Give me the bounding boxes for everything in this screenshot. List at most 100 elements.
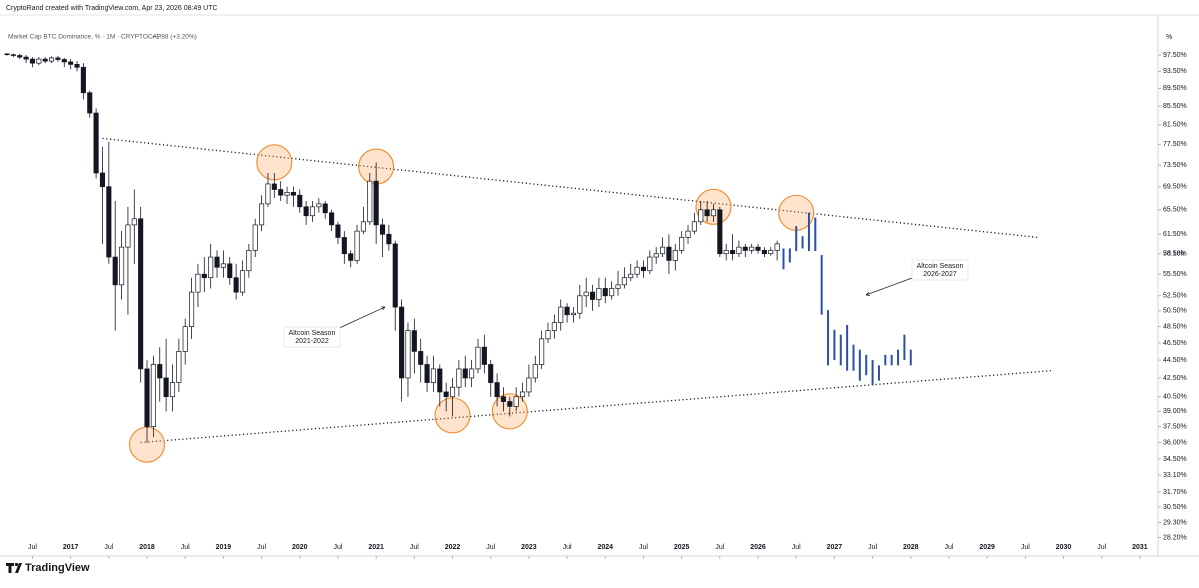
candle-body xyxy=(660,246,666,255)
tradingview-logo xyxy=(6,562,22,573)
candle-body xyxy=(176,351,182,383)
candle-body xyxy=(698,209,704,223)
x-tick-label: Jul xyxy=(181,544,190,551)
y-tick-label: 40.50% xyxy=(1163,394,1187,401)
candle-body xyxy=(36,58,42,64)
y-tick-label: 55.50% xyxy=(1163,271,1187,278)
annotation-text: 2026-2027 xyxy=(923,271,957,278)
candle-body xyxy=(443,391,449,398)
y-tick-label: 48.50% xyxy=(1163,323,1187,330)
candle-body xyxy=(106,186,112,258)
candle-body xyxy=(532,364,538,379)
candle-body xyxy=(29,58,36,64)
y-tick-label: 37.50% xyxy=(1163,423,1187,430)
candle-body xyxy=(157,364,163,379)
candle-body xyxy=(23,56,29,60)
trendline xyxy=(102,137,1039,239)
candle-body xyxy=(367,180,373,223)
candle-body xyxy=(239,270,246,293)
x-tick-label: 2023 xyxy=(521,544,537,551)
x-tick-label: Jul xyxy=(486,544,495,551)
candle-body xyxy=(539,338,545,365)
highlights xyxy=(128,144,815,463)
x-tick-label: 2024 xyxy=(597,544,613,551)
series-change: +1.88 (+3.20%) xyxy=(152,34,197,41)
candle-body xyxy=(761,250,767,255)
candle-body xyxy=(17,55,23,58)
candle-body xyxy=(449,386,456,398)
y-tick-label: 36.00% xyxy=(1163,439,1187,446)
y-tick-label: 65.50% xyxy=(1163,207,1187,214)
y-tick-label: 69.50% xyxy=(1163,184,1187,191)
candle-body xyxy=(189,291,195,327)
annotation-arrowhead xyxy=(865,291,871,296)
candle-body xyxy=(201,273,207,279)
candle-body xyxy=(755,246,761,251)
candle-body xyxy=(61,59,67,63)
candle-body xyxy=(252,224,258,251)
candle-body xyxy=(526,377,532,393)
candle-body xyxy=(481,346,487,365)
x-tick-label: 2029 xyxy=(979,544,995,551)
x-tick-label: 2025 xyxy=(674,544,690,551)
candle-body xyxy=(691,221,697,232)
candle-body xyxy=(774,243,780,251)
y-tick-label: 31.70% xyxy=(1163,489,1187,496)
candle-body xyxy=(278,189,284,196)
candle-body xyxy=(214,256,220,268)
candle-body xyxy=(309,206,316,217)
candle-body xyxy=(583,291,589,297)
candle-body xyxy=(621,277,627,286)
candle-body xyxy=(462,368,468,379)
x-tick-label: 2018 xyxy=(139,544,155,551)
candle-body xyxy=(373,180,379,226)
candle-body xyxy=(208,256,214,279)
candle-body xyxy=(10,54,16,56)
candle-body xyxy=(265,183,271,205)
candle-body xyxy=(577,295,583,314)
candle-body xyxy=(290,192,296,196)
x-tick-label: 2027 xyxy=(827,544,843,551)
x-tick-label: 2030 xyxy=(1056,544,1072,551)
candle-body xyxy=(348,253,354,261)
candle-body xyxy=(456,368,462,388)
y-tick-label: 89.50% xyxy=(1163,85,1187,92)
candle-body xyxy=(640,266,647,272)
candle-body xyxy=(723,250,729,255)
annotation-arrow xyxy=(865,277,913,296)
x-tick-label: Jul xyxy=(410,544,419,551)
candle-body xyxy=(360,221,366,232)
candle-body xyxy=(500,396,506,402)
x-tick-label: Jul xyxy=(563,544,572,551)
x-tick-label: Jul xyxy=(639,544,648,551)
candle-body xyxy=(169,382,176,398)
x-tick-label: 2017 xyxy=(63,544,79,551)
candle-body xyxy=(672,250,678,261)
candle-body xyxy=(392,243,398,308)
x-tick-label: Jul xyxy=(715,544,724,551)
candle-body xyxy=(564,306,570,316)
candle-body xyxy=(74,64,80,68)
annotation-text: 2021-2022 xyxy=(295,338,329,345)
candle-body xyxy=(469,368,475,379)
candle-body xyxy=(488,364,494,383)
annotation-arrow xyxy=(334,306,386,331)
candle-body xyxy=(125,224,131,248)
candle-body xyxy=(494,382,500,398)
candle-body xyxy=(570,312,577,316)
x-tick-label: Jul xyxy=(257,544,266,551)
candle-body xyxy=(634,266,640,275)
y-tick-label: 29.30% xyxy=(1163,519,1187,526)
y-tick-label: 77.50% xyxy=(1163,141,1187,148)
candle-body xyxy=(246,250,252,272)
candle-body xyxy=(112,256,118,286)
candle-body xyxy=(437,368,443,393)
candle-body xyxy=(119,246,125,286)
candle-body xyxy=(303,206,309,217)
brand: TradingView xyxy=(25,562,90,574)
candle-body xyxy=(685,230,691,238)
candle-body xyxy=(513,396,519,407)
candle-body xyxy=(710,209,717,217)
